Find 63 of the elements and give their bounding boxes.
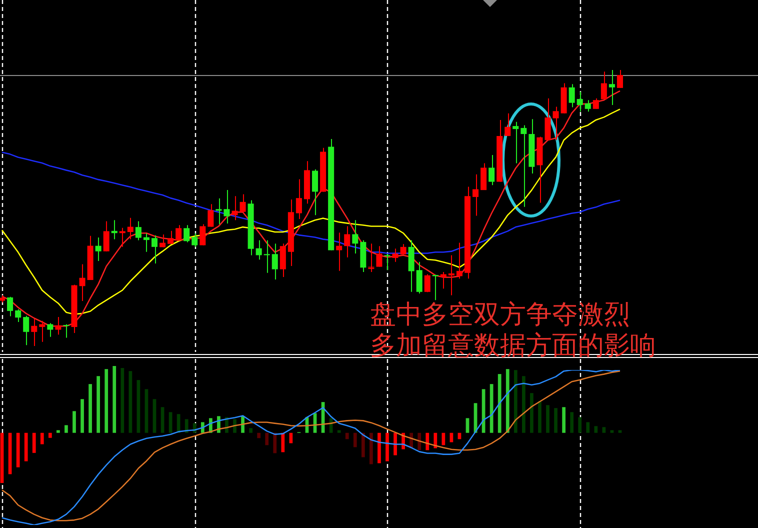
bar [378,432,381,464]
annotation: 盘中多空双方争夺激烈 [370,300,630,330]
bar [265,432,269,446]
annotation: 多加留意数据方面的影响 [370,331,656,361]
bar [370,432,373,464]
bar [168,412,172,433]
bar [602,427,606,433]
bar [442,432,446,446]
bar [353,432,357,448]
bar [24,432,28,462]
candlestick [440,272,446,290]
bar [386,432,389,462]
bar [48,432,52,438]
bar [80,399,84,433]
bar [96,376,100,433]
bar [586,422,590,433]
candlestick [71,284,78,334]
bar [546,405,550,433]
candlestick [384,254,390,271]
bar [128,371,132,433]
bar [594,426,598,433]
bar [394,432,397,456]
bar [144,389,148,433]
bar [160,407,164,433]
bar [281,432,285,452]
bar [506,369,510,433]
bar [112,366,116,433]
bar [570,412,574,433]
bar [152,399,156,433]
bar [337,430,341,433]
bar [578,417,582,433]
bar [64,425,68,433]
bar [418,432,422,450]
candlestick [216,198,222,225]
bar [345,432,349,440]
bar [32,432,36,453]
bar [361,432,365,458]
bar [514,370,518,433]
bar [257,432,261,438]
bar [562,407,566,433]
bar [120,368,124,433]
bar [426,432,430,450]
bar [249,428,252,433]
bar [538,401,542,433]
candlestick [544,98,551,141]
bar [610,430,614,433]
bar [273,432,277,454]
bar [490,384,494,433]
bar [498,374,502,433]
bar [88,384,92,433]
bar [522,376,526,433]
bar [176,414,180,433]
bar [56,430,60,433]
bar [104,369,108,433]
bar [233,419,236,433]
bar [618,430,622,433]
candlestick [39,320,46,342]
bar [184,419,188,433]
bar [40,432,44,444]
bar [530,393,534,433]
bar [554,408,558,433]
bar [72,411,76,433]
bar [466,418,470,433]
